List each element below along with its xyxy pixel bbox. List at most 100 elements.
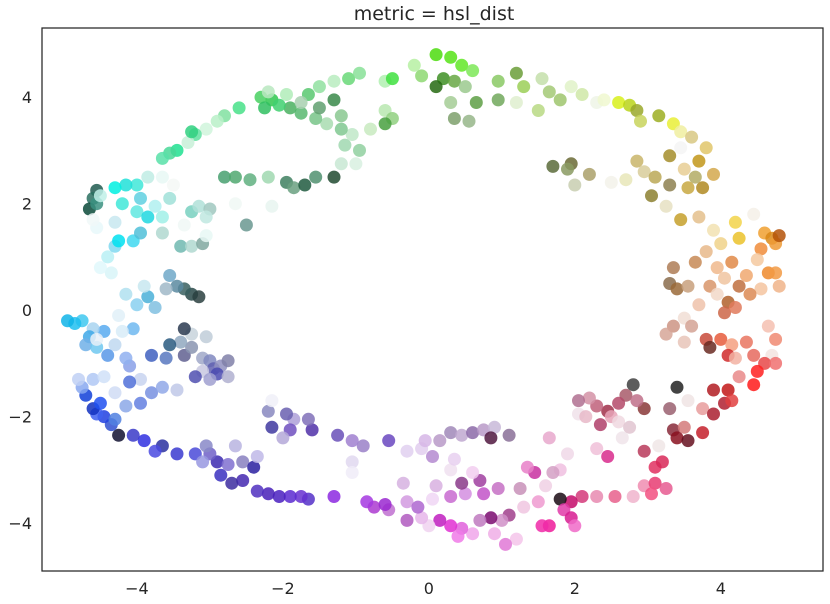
data-point [677,335,691,349]
data-point [750,253,764,267]
data-point [258,101,272,115]
data-point [196,455,210,469]
data-point [188,370,202,384]
data-point [130,178,144,192]
data-point [148,301,162,314]
data-point [659,482,673,495]
data-point [411,500,425,514]
data-point [444,426,458,440]
data-point [236,455,250,469]
data-point [615,431,629,445]
data-point [714,237,728,251]
data-point [155,380,169,394]
data-point [119,351,133,365]
data-point [199,122,213,136]
data-point [159,351,173,365]
data-point [327,490,341,503]
data-point [739,269,753,282]
data-point [334,122,348,136]
data-point [79,338,93,352]
data-point [301,412,315,426]
data-point [718,306,731,320]
data-point [199,229,213,243]
data-point [769,332,783,346]
data-point [637,444,651,458]
data-point [218,170,231,184]
data-point [561,447,574,461]
data-point [692,210,706,224]
data-point [294,490,308,503]
data-point [466,426,480,440]
data-point [261,487,275,501]
data-point [265,394,279,408]
data-point [400,495,414,509]
data-point [593,418,607,432]
data-point [630,394,644,408]
data-point [663,402,677,416]
data-point [185,125,199,139]
y-tick-label: 2 [22,195,32,214]
data-point [502,428,516,442]
data-point [707,167,720,181]
data-point [491,74,505,88]
data-point [677,420,691,434]
data-point [101,348,115,362]
data-point [739,335,753,349]
data-point [553,93,567,107]
data-point [130,298,144,312]
data-point [466,466,480,479]
data-point [134,396,147,410]
data-point [170,447,184,461]
data-point [612,96,626,109]
x-axis-ticks: −4 −2 0 2 4 [125,579,726,598]
data-point [714,332,728,346]
data-point [334,109,348,123]
data-point [447,74,461,88]
data-point [542,431,556,445]
data-point [145,386,158,400]
data-point [477,487,491,501]
data-point [287,181,301,195]
x-tick-label: 4 [716,579,726,598]
data-point [108,386,122,400]
data-point [134,226,147,240]
data-point [455,476,469,490]
data-point [458,487,472,501]
data-point [378,117,392,131]
data-point [699,245,713,259]
data-point [123,375,137,389]
data-point [415,69,429,83]
data-point [294,96,308,109]
data-point [199,210,213,224]
data-point [509,66,523,80]
data-point [568,519,582,533]
data-point [429,80,443,94]
data-point [228,439,242,453]
data-point [597,93,611,107]
data-point [247,460,261,474]
data-point [265,199,279,213]
data-point [356,439,370,453]
data-point [327,170,341,184]
data-point [433,513,447,527]
data-point [696,426,710,440]
data-point [670,431,684,445]
data-point [670,380,684,394]
data-point [681,279,695,293]
data-point [170,383,184,397]
data-point [670,282,684,296]
data-point [546,466,560,479]
data-point [568,178,582,192]
data-point [174,239,188,253]
plot-area-frame [41,27,824,572]
y-tick-label: 4 [22,88,32,107]
data-point [462,114,476,128]
data-point [378,498,392,511]
data-point [261,170,275,184]
data-point [685,130,699,144]
data-point [345,434,359,448]
x-tick-label: −2 [271,579,295,598]
data-point [688,255,702,269]
data-point [447,112,461,125]
data-point [608,490,622,503]
